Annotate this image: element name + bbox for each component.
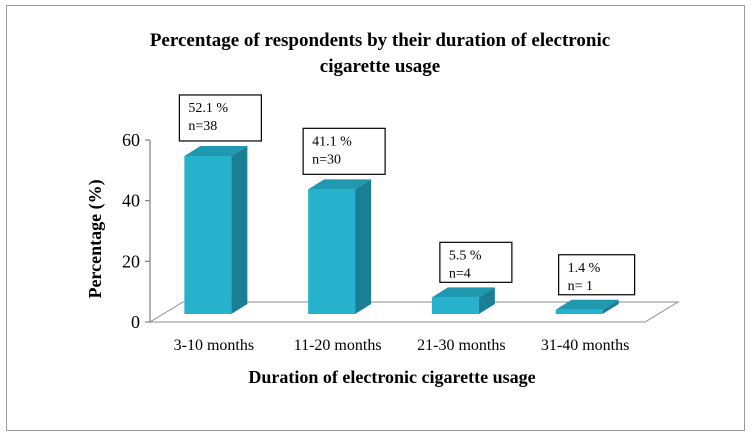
chart-title-line1: Percentage of respondents by their durat… (149, 30, 611, 51)
y-axis-title: Percentage (%) (85, 179, 106, 298)
bar-2 (308, 179, 372, 314)
bar-front (184, 155, 232, 314)
data-label-box (439, 241, 513, 283)
data-label-box (558, 254, 636, 296)
chart-frame (6, 5, 745, 431)
bar-front (555, 309, 603, 314)
bar-front (308, 189, 356, 314)
data-label-1: 52.1 % n=38 (178, 94, 262, 142)
bar-top (184, 145, 248, 156)
data-label-percent: 52.1 % (188, 101, 228, 116)
data-label-count: n=4 (449, 266, 471, 281)
bar-side (602, 299, 619, 314)
bar-3 (431, 287, 495, 314)
x-tick-label: 31-40 months (541, 337, 629, 354)
y-tick-label: 20 (122, 251, 140, 271)
bar-top (555, 299, 619, 310)
bar-4 (555, 299, 619, 314)
bar-1 (184, 145, 248, 314)
bar-top (308, 179, 372, 190)
data-label-3: 5.5 % n=4 (439, 241, 513, 283)
data-label-count: n= 1 (568, 279, 593, 294)
data-label-count: n=30 (312, 152, 341, 167)
x-axis-title: Duration of electronic cigarette usage (248, 367, 535, 387)
x-tick-label: 11-20 months (294, 337, 382, 354)
bar-side (355, 179, 372, 314)
bar-front (431, 297, 479, 314)
data-label-percent: 1.4 % (568, 261, 601, 276)
chart-title: Percentage of respondents by their durat… (60, 28, 700, 80)
data-label-box (302, 127, 386, 175)
chart-title-line2: cigarette usage (319, 56, 441, 77)
data-label-count: n=38 (188, 119, 217, 134)
x-tick-label: 21-30 months (417, 337, 505, 354)
data-label-percent: 41.1 % (312, 134, 352, 149)
y-tick-label: 0 (131, 312, 140, 332)
chart-floor (148, 301, 680, 323)
y-tick-label: 40 (122, 191, 140, 211)
y-tick-label: 60 (122, 130, 140, 150)
data-label-4: 1.4 % n= 1 (558, 254, 636, 296)
data-label-percent: 5.5 % (449, 248, 482, 263)
x-tick-label: 3-10 months (174, 337, 254, 354)
data-label-box (178, 94, 262, 142)
bar-side (478, 287, 495, 314)
bar-top (431, 287, 495, 298)
data-label-2: 41.1 % n=30 (302, 127, 386, 175)
bar-side (231, 145, 248, 314)
